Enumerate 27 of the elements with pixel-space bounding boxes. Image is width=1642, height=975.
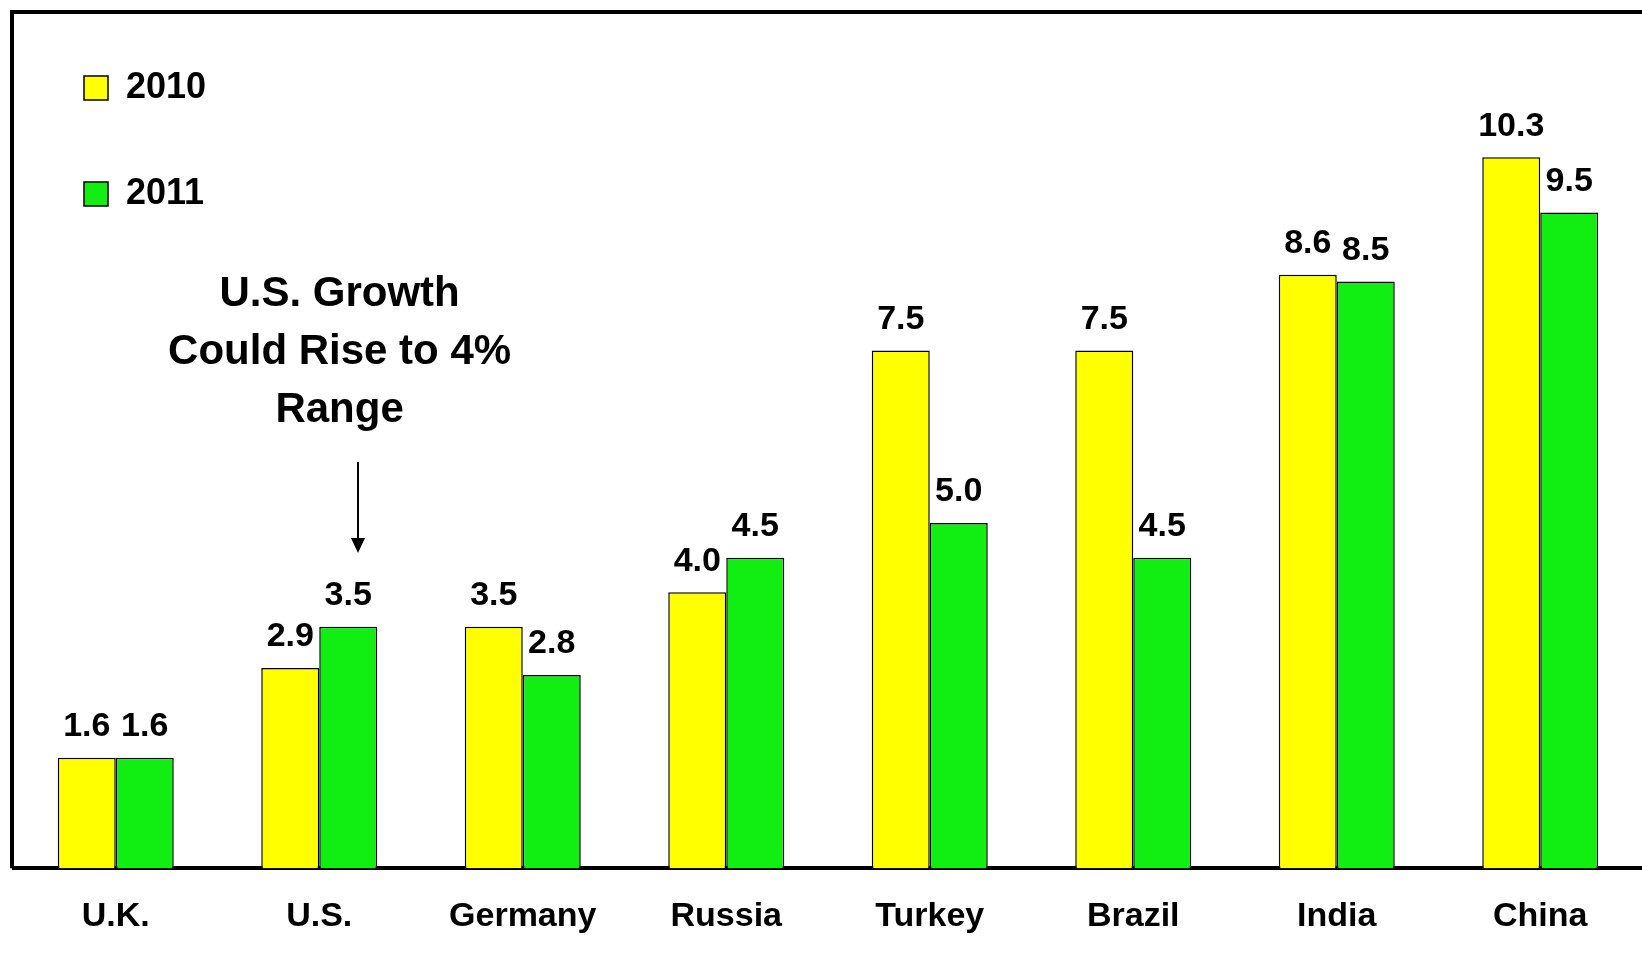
data-label: 5.0 (935, 470, 983, 509)
x-tick-label: China (1493, 894, 1589, 933)
x-tick-label: Germany (449, 894, 597, 933)
annotation: U.S. Growth Could Rise to 4% Range (168, 267, 512, 431)
data-label: 7.5 (877, 297, 925, 336)
data-label: 2.9 (266, 615, 314, 654)
legend-label: 2011 (126, 170, 205, 212)
data-label: 1.6 (121, 705, 169, 744)
data-label: 3.5 (470, 574, 518, 613)
x-tick-label: Brazil (1086, 894, 1180, 933)
legend-label: 2010 (126, 64, 207, 106)
x-tick-label: U.S. (286, 894, 353, 933)
data-label: 3.5 (324, 574, 372, 613)
data-label: 9.5 (1545, 159, 1593, 198)
data-label: 4.0 (673, 539, 721, 578)
data-label: 10.3 (1478, 104, 1545, 143)
data-label: 1.6 (63, 705, 111, 744)
data-label: 4.5 (731, 505, 779, 543)
x-tick-label: Turkey (875, 894, 985, 933)
x-tick-label: India (1297, 894, 1378, 933)
data-label: 8.6 (1284, 222, 1332, 261)
data-label: 8.5 (1342, 228, 1390, 267)
x-tick-label: Russia (670, 894, 784, 933)
data-label: 2.8 (528, 622, 576, 661)
data-label: 7.5 (1080, 297, 1128, 336)
x-tick-label: U.K. (81, 894, 150, 933)
data-label: 4.5 (1138, 505, 1186, 543)
